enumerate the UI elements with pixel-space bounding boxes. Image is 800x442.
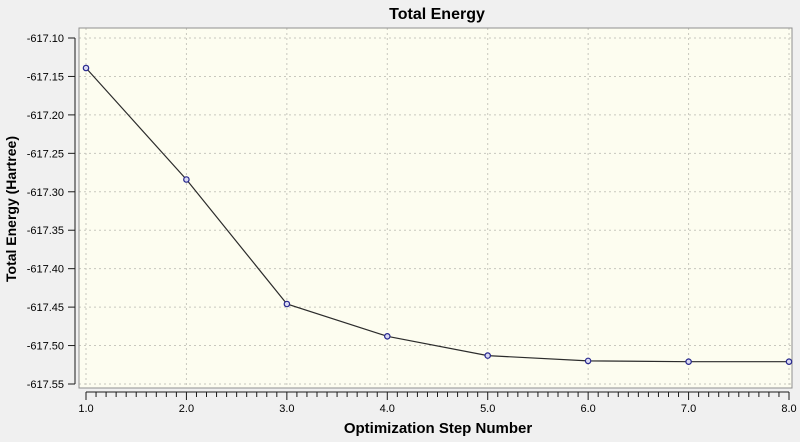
y-tick-label: -617.20	[27, 110, 64, 122]
y-axis-label: Total Energy (Hartree)	[3, 136, 19, 282]
x-axis-label: Optimization Step Number	[344, 420, 533, 437]
y-tick-label: -617.55	[27, 379, 64, 391]
data-point-marker[interactable]	[283, 300, 291, 308]
axis-layer: -617.10 -617.15 -617.20 -617.25 -617.30 -617.…	[27, 33, 797, 415]
y-tick-label: -617.50	[27, 341, 64, 353]
y-tick-label: -617.25	[27, 148, 64, 160]
data-point-marker[interactable]	[685, 358, 692, 366]
plot-area	[79, 28, 792, 388]
data-point-marker[interactable]	[484, 352, 492, 359]
data-point-marker[interactable]	[183, 176, 190, 183]
y-tick-label: -617.45	[27, 302, 64, 314]
x-tick-label: 5.0	[480, 403, 495, 415]
energy-line	[85, 67, 789, 363]
data-point-marker[interactable]	[82, 64, 90, 72]
x-tick-label: 8.0	[781, 403, 796, 415]
series-layer	[82, 64, 793, 366]
grid-layer	[79, 28, 792, 388]
y-tick-label: -617.10	[27, 33, 64, 45]
y-tick-label: -617.30	[27, 187, 64, 199]
x-tick-label: 4.0	[380, 403, 395, 415]
x-tick-label: 2.0	[179, 403, 194, 415]
y-tick-label: -617.40	[27, 264, 64, 276]
x-tick-label: 6.0	[580, 403, 595, 415]
x-tick-label: 1.0	[78, 403, 93, 415]
x-tick-label: 7.0	[681, 403, 696, 415]
y-tick-label: -617.15	[27, 71, 64, 83]
chart-title: Total Energy	[389, 6, 485, 23]
data-point-marker[interactable]	[383, 332, 391, 340]
plot-border	[78, 27, 793, 389]
data-point-marker[interactable]	[785, 358, 793, 366]
data-point-marker[interactable]	[584, 357, 592, 365]
x-tick-label: 3.0	[279, 403, 294, 415]
y-tick-label: -617.35	[27, 225, 64, 237]
